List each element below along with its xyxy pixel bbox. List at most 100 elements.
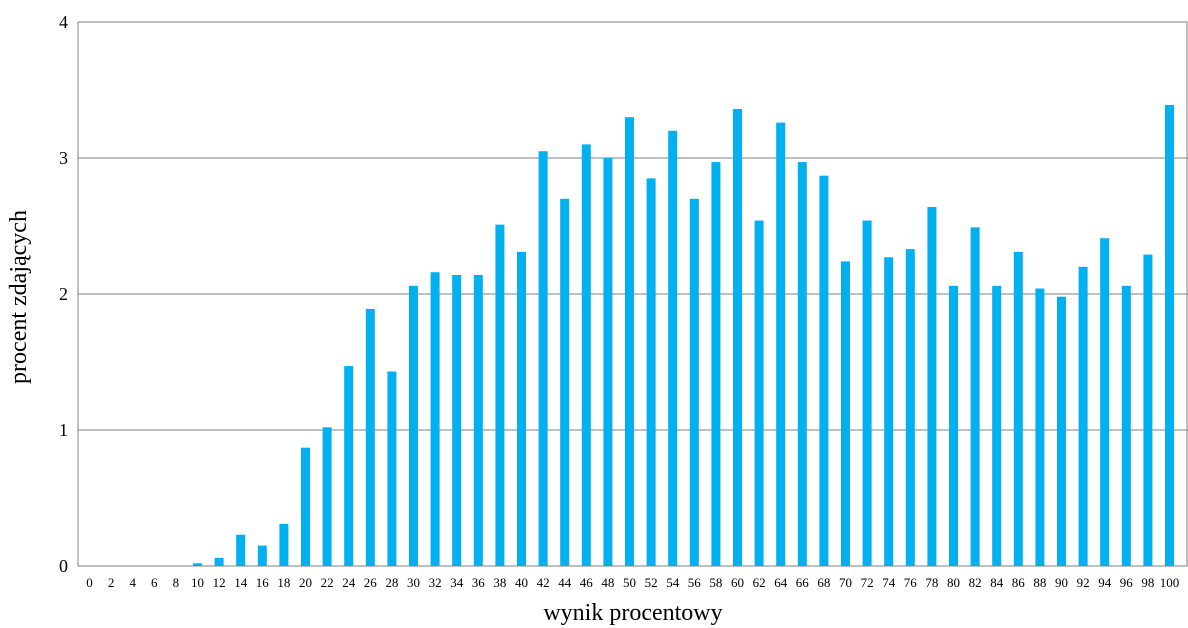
bar-74	[884, 257, 894, 566]
x-tick-label: 54	[666, 575, 680, 590]
bar-76	[905, 249, 915, 566]
x-tick-label: 50	[623, 575, 636, 590]
y-tick-labels: 0 1 2 3 4	[59, 12, 68, 576]
bar-90	[1057, 296, 1066, 566]
x-tick-label: 18	[277, 575, 290, 590]
bar-68	[819, 175, 829, 566]
x-tick-label: 38	[493, 575, 506, 590]
y-tick-label: 1	[59, 420, 68, 440]
x-tick-label: 44	[558, 575, 572, 590]
plot-frame	[77, 21, 1188, 567]
bar-56	[689, 198, 699, 567]
x-tick-label: 26	[364, 575, 378, 590]
x-tick-label: 52	[645, 575, 658, 590]
y-tick-label: 3	[59, 148, 68, 168]
x-tick-label: 48	[601, 575, 614, 590]
x-tick-label: 22	[321, 575, 334, 590]
y-tick-label: 0	[59, 556, 68, 576]
bar-48	[603, 158, 613, 566]
x-tick-label: 88	[1033, 575, 1046, 590]
bar-52	[646, 178, 656, 566]
bar-66	[797, 162, 807, 566]
x-tick-label: 92	[1077, 575, 1090, 590]
bar-36	[473, 274, 483, 566]
x-tick-label: 28	[385, 575, 398, 590]
bar-100	[1165, 104, 1174, 567]
bar-92	[1078, 266, 1088, 566]
x-tick-label: 34	[450, 575, 464, 590]
bar-24	[344, 366, 354, 566]
bar-26	[365, 308, 375, 566]
x-tick-label: 4	[129, 575, 136, 590]
bar-98	[1143, 254, 1153, 566]
bar-14	[236, 534, 246, 566]
x-tick-label: 36	[472, 575, 486, 590]
bar-12	[214, 557, 224, 566]
x-tick-label: 80	[947, 575, 960, 590]
x-tick-label: 58	[709, 575, 722, 590]
x-tick-label: 98	[1141, 575, 1154, 590]
x-tick-label: 32	[429, 575, 442, 590]
x-tick-label: 70	[839, 575, 852, 590]
bar-62	[754, 220, 764, 566]
x-tick-label: 2	[108, 575, 115, 590]
bar-40	[517, 251, 526, 566]
bar-20	[301, 447, 310, 566]
x-tick-label: 72	[861, 575, 874, 590]
bar-42	[538, 151, 548, 566]
bars	[193, 104, 1174, 567]
bar-96	[1121, 285, 1131, 566]
bar-46	[581, 144, 591, 566]
x-tick-label: 30	[407, 575, 420, 590]
x-tick-label: 56	[688, 575, 702, 590]
bar-32	[430, 272, 440, 566]
x-tick-label: 100	[1160, 575, 1180, 590]
bar-10	[193, 563, 202, 566]
bar-58	[711, 162, 721, 566]
bar-44	[560, 198, 570, 567]
x-tick-label: 94	[1098, 575, 1112, 590]
x-tick-label: 12	[213, 575, 226, 590]
x-tick-label: 40	[515, 575, 528, 590]
x-tick-label: 68	[817, 575, 830, 590]
x-tick-label: 20	[299, 575, 312, 590]
x-tick-label: 8	[173, 575, 180, 590]
x-tick-label: 14	[234, 575, 248, 590]
x-tick-label: 74	[882, 575, 896, 590]
bar-64	[776, 122, 786, 566]
x-tick-label: 42	[537, 575, 550, 590]
bar-22	[322, 427, 332, 566]
y-axis-label: procent zdających	[6, 210, 32, 384]
y-tick-label: 2	[59, 284, 68, 304]
x-tick-label: 62	[753, 575, 766, 590]
x-tick-label: 46	[580, 575, 594, 590]
bar-84	[992, 285, 1002, 566]
x-tick-label: 10	[191, 575, 204, 590]
bar-34	[452, 274, 462, 566]
bar-60	[733, 109, 742, 566]
bar-18	[279, 523, 289, 566]
x-tick-label: 60	[731, 575, 744, 590]
x-tick-labels: 0 2 4 6 8 10 12 14 16 18 20 22 24 26 28 30 32 34 36 38 40 42 4…	[86, 575, 1179, 590]
x-axis-label: wynik procentowy	[543, 600, 722, 626]
x-tick-label: 90	[1055, 575, 1068, 590]
bar-38	[495, 224, 505, 566]
bar-80	[949, 285, 958, 566]
x-tick-label: 76	[904, 575, 918, 590]
x-tick-label: 64	[774, 575, 788, 590]
y-tick-label: 4	[59, 12, 68, 32]
bar-86	[1013, 251, 1023, 566]
x-tick-label: 24	[342, 575, 356, 590]
x-tick-label: 84	[990, 575, 1004, 590]
x-tick-label: 86	[1012, 575, 1026, 590]
bar-54	[668, 130, 678, 567]
x-tick-label: 96	[1120, 575, 1134, 590]
x-tick-label: 6	[151, 575, 158, 590]
x-tick-label: 78	[925, 575, 938, 590]
x-tick-label: 82	[969, 575, 982, 590]
bar-28	[387, 371, 397, 566]
bar-70	[841, 261, 850, 566]
x-tick-label: 66	[796, 575, 810, 590]
bar-88	[1035, 288, 1045, 566]
